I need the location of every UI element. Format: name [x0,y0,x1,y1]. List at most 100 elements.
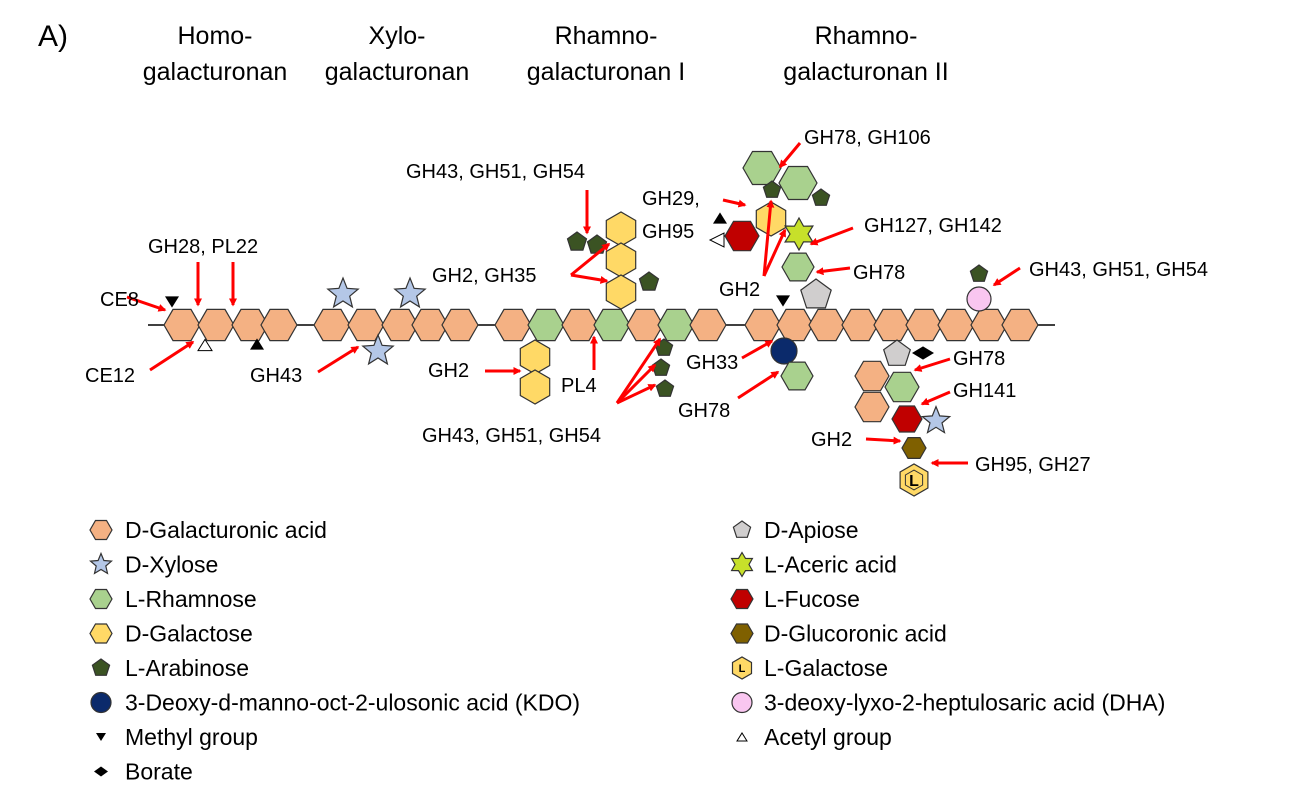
d-galacturonic-acid-residue [231,308,269,342]
legend-star6-icon [730,551,754,578]
legend-pentagon-icon [732,520,752,538]
legend-hexagon-icon [730,588,754,610]
enzyme-label-gh2-mid: GH2 [719,279,760,301]
d-galactose-residue [605,242,637,278]
enzyme-cleavage-arrow [722,198,747,208]
enzyme-label-ce12: CE12 [85,365,135,387]
enzyme-label-gh43-gh51-gh54-right: GH43, GH51, GH54 [1029,259,1208,281]
enzyme-label-gh2-left: GH2 [428,360,469,382]
legend-item-label: L-Rhamnose [125,586,257,612]
d-galacturonic-acid-residue [873,308,911,342]
region-xylogalacturonan: Xylo- galacturonan [325,22,470,86]
d-galacturonic-acid-residue [937,308,975,342]
l-rhamnose-residue [884,371,920,403]
region-rhamnogalacturonan-ii: Rhamno- galacturonan II [783,22,948,86]
legend-item-label: L-Arabinose [125,655,249,681]
d-galacturonic-acid-residue [744,308,782,342]
legend-item: 3-Deoxy-d-manno-oct-2-ulosonic acid (KDO… [90,690,580,716]
legend-hexagon-icon [89,588,113,610]
enzyme-label-gh95-top: GH95 [642,221,694,243]
methyl-group-mark [250,338,264,350]
legend-triangle-up-icon [736,732,748,742]
d-xylose-residue [361,333,395,366]
d-galacturonic-acid-residue [808,308,846,342]
enzyme-cleavage-arrow [913,357,951,372]
enzyme-label-gh127-gh142: GH127, GH142 [864,215,1002,237]
region-header-line2: galacturonan II [783,58,948,86]
region-header-line1: Homo- [177,22,252,50]
enzyme-cleavage-arrow [741,339,774,360]
d-galacturonic-acid-residue [1001,308,1039,342]
legend-item-label: D-Glucoronic acid [764,621,947,647]
legend-item-label: D-Xylose [125,552,218,578]
legend-item: L-Arabinose [91,655,249,681]
l-rhamnose-residue [593,308,631,342]
region-header-line1: Rhamno- [555,22,658,50]
methyl-group-mark [165,296,179,308]
legend-item-label: Methyl group [125,724,258,750]
legend-item: L-Fucose [730,586,860,612]
legend-star-icon [89,551,113,575]
enzyme-cleavage-arrow [126,295,167,312]
legend-item-label: L-Aceric acid [764,552,897,578]
d-galacturonic-acid-residue [905,308,943,342]
legend: D-Galacturonic acid D-Xylose L-Rhamnose D-G… [89,517,1165,785]
l-rhamnose-residue [527,308,565,342]
legend-item-label: L-Galactose [764,655,888,681]
legend-circle-icon [90,691,112,714]
legend-l-galactose-icon: L [731,656,753,680]
legend-circle-icon [731,691,753,714]
d-xylose-residue [326,276,360,309]
enzyme-label-ce8: CE8 [100,289,139,311]
enzyme-arrows [126,142,1021,467]
legend-item: D-Galactose [89,621,253,647]
methyl-group-mark [713,212,727,224]
region-header-line2: galacturonan [143,58,288,86]
legend-item: D-Glucoronic acid [730,621,947,647]
enzyme-cleavage-arrow [317,345,360,374]
enzyme-cleavage-arrow [778,142,802,169]
d-galacturonic-acid-residue [197,308,235,342]
legend-diamond-icon [94,766,108,777]
l-fucose-residue [891,405,923,433]
l-fucose-residue [724,220,760,252]
d-apiose-residue [882,339,912,366]
legend-item: Borate [94,759,193,785]
legend-item: Acetyl group [736,724,892,750]
d-galacturonic-acid-residue [441,308,479,342]
panel-label: A) [38,20,68,53]
enzyme-label-gh2-gh35: GH2, GH35 [432,265,536,287]
d-galacturonic-acid-residue [776,308,814,342]
enzyme-cleavage-arrow [762,199,775,277]
d-galacturonic-acid-residue [411,308,449,342]
legend-item-label: D-Galactose [125,621,253,647]
d-galactose-residue [519,369,551,405]
enzyme-labels: CE8 GH28, PL22 CE12 GH43 GH43, GH51, GH5… [85,127,1208,476]
l-arabinose-residue [762,180,782,198]
region-header-line2: galacturonan I [527,58,685,86]
enzyme-cleavage-arrow [616,383,657,405]
enzyme-label-gh78-right: GH78 [953,348,1005,370]
l-rhamnose-residue [781,252,815,282]
enzyme-label-gh141: GH141 [953,380,1016,402]
legend-item: Methyl group [96,724,258,750]
d-galacturonic-acid-residue [381,308,419,342]
legend-item: D-Apiose [732,517,859,543]
legend-triangle-down-icon [96,733,106,741]
d-glucoronic-acid-residue [901,437,927,459]
enzyme-cleavage-arrow [570,273,609,284]
enzyme-cleavage-arrow [149,340,195,372]
l-arabinose-residue [969,264,989,282]
d-galacturonic-acid-residue [970,308,1008,342]
d-galacturonic-acid-residue [854,360,890,392]
legend-item-label: D-Galacturonic acid [125,517,327,543]
enzyme-cleavage-arrow [992,266,1021,287]
l-rhamnose-residue [780,361,814,391]
enzyme-cleavage-arrow [615,363,657,405]
l-arabinose-residue [586,234,608,254]
d-galactose-residue [605,211,637,247]
region-header-line2: galacturonan [325,58,470,86]
d-galacturonic-acid-residue [347,308,385,342]
enzyme-label-gh29: GH29, [642,188,700,210]
